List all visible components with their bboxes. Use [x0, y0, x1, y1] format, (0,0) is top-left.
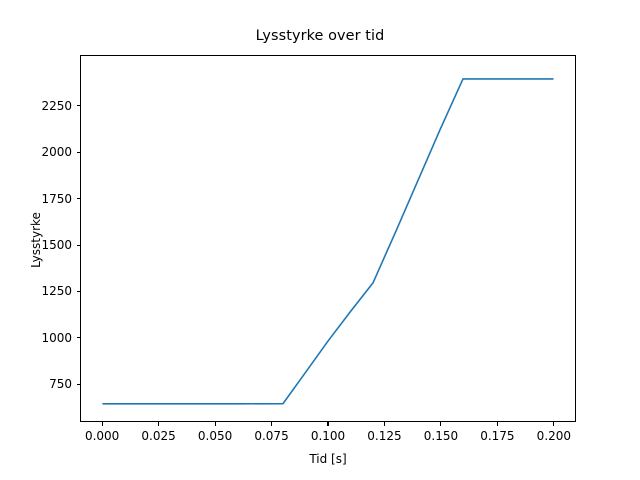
x-tick-label: 0.175: [480, 429, 515, 443]
y-tick-label: 750: [49, 377, 72, 392]
y-tick-mark: [76, 337, 80, 339]
plot-line-svg: [102, 78, 554, 405]
x-tick-mark: [101, 422, 103, 426]
chart-title: Lysstyrke over tid: [255, 28, 385, 44]
x-tick-mark: [158, 422, 160, 426]
x-tick-label: 0.125: [367, 429, 402, 443]
x-tick-mark: [214, 422, 216, 426]
x-tick-label: 0.075: [254, 429, 289, 443]
x-tick-label: 0.150: [423, 429, 459, 443]
x-axis-label: Tid [s]: [309, 452, 347, 466]
x-tick-mark: [270, 422, 273, 426]
x-tick-mark: [440, 422, 442, 426]
y-tick-mark: [76, 383, 80, 385]
y-tick-label: 1500: [41, 238, 72, 253]
y-tick-mark: [76, 290, 80, 293]
y-tick-label: 1000: [41, 330, 72, 345]
y-tick-label: 1250: [41, 284, 72, 299]
x-tick-mark: [553, 422, 555, 426]
x-tick-label: 0.100: [310, 429, 346, 443]
x-tick-label: 0.000: [84, 429, 120, 443]
x-tick-label: 0.050: [197, 429, 233, 443]
x-tick-label: 0.200: [536, 429, 572, 443]
y-tick-mark: [76, 151, 80, 153]
y-tick-label: 2250: [41, 98, 72, 113]
y-tick-label: 2000: [41, 145, 72, 160]
y-tick-mark: [76, 244, 80, 246]
x-tick-mark: [496, 422, 498, 426]
x-tick-label: 0.025: [141, 429, 176, 443]
x-tick-mark: [327, 422, 329, 426]
y-tick-mark: [76, 198, 80, 200]
y-tick-mark: [76, 105, 80, 107]
y-tick-label: 1750: [41, 191, 72, 206]
data-series-line: [102, 78, 554, 405]
x-tick-mark: [383, 422, 385, 426]
plot-axes: [80, 55, 576, 422]
